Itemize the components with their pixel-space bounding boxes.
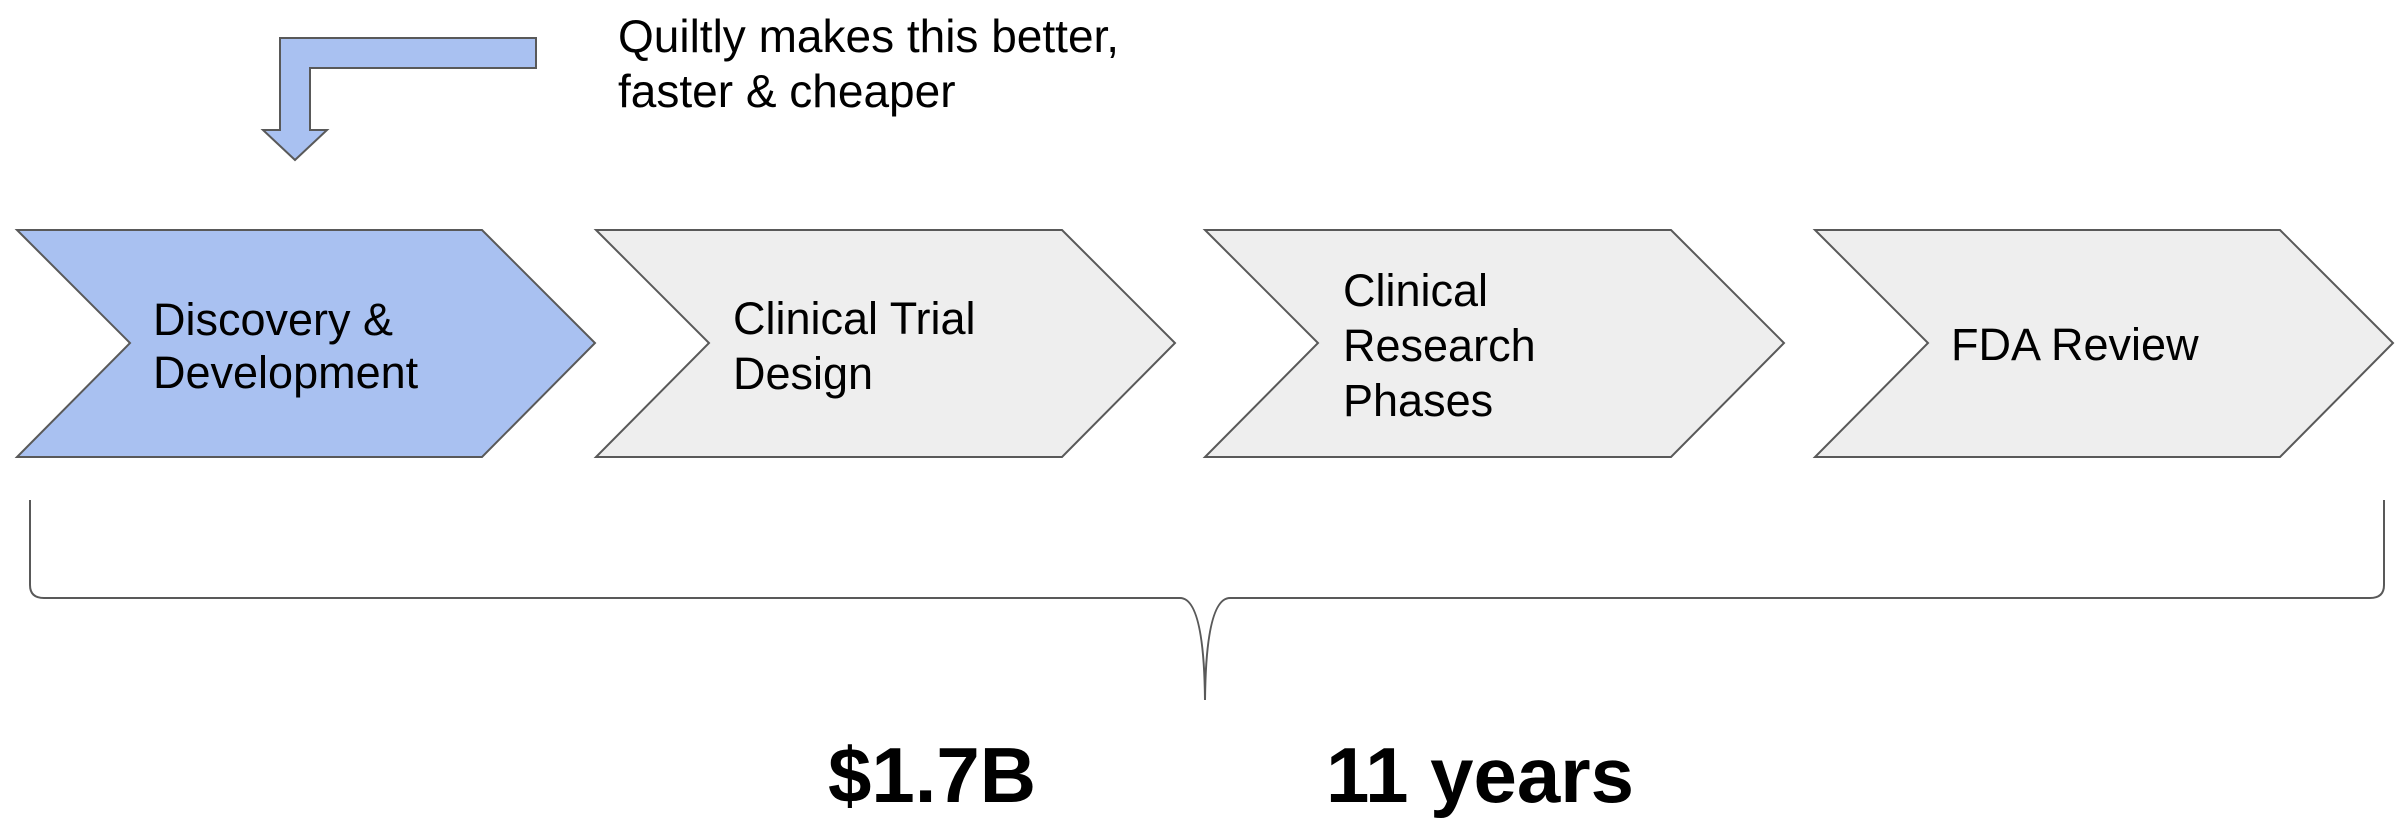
step-label-line-1: FDA Review — [1951, 319, 2199, 370]
step-label-line-2: Development — [153, 347, 419, 398]
callout-line-2: faster & cheaper — [618, 65, 956, 117]
callout-arrow-icon — [260, 37, 537, 162]
step-label-line-1: Clinical — [1343, 265, 1488, 316]
step-discovery-development: Discovery & Development — [14, 229, 597, 458]
process-steps: Discovery & Development Clinical Trial D… — [14, 229, 2395, 458]
step-label-line-2: Design — [733, 348, 873, 399]
chevron-shape — [1202, 229, 1786, 458]
chevron-shape — [1812, 229, 2395, 458]
step-clinical-research-phases: Clinical Research Phases — [1202, 229, 1786, 458]
total-cost-stat: $1.7B — [828, 731, 1036, 819]
step-label-line-2: Research — [1343, 320, 1536, 371]
step-label-line-1: Discovery & — [153, 294, 393, 345]
callout-line-1: Quiltly makes this better, — [618, 10, 1119, 62]
curly-brace — [29, 500, 2385, 701]
step-fda-review: FDA Review — [1812, 229, 2395, 458]
step-label-line-3: Phases — [1343, 375, 1493, 426]
chevron-shape — [14, 229, 597, 458]
step-label-line-1: Clinical Trial — [733, 293, 976, 344]
step-clinical-trial-design: Clinical Trial Design — [593, 229, 1177, 458]
chevron-shape — [593, 229, 1177, 458]
total-duration-stat: 11 years — [1326, 731, 1634, 819]
callout-text: Quiltly makes this better, faster & chea… — [618, 10, 1119, 117]
